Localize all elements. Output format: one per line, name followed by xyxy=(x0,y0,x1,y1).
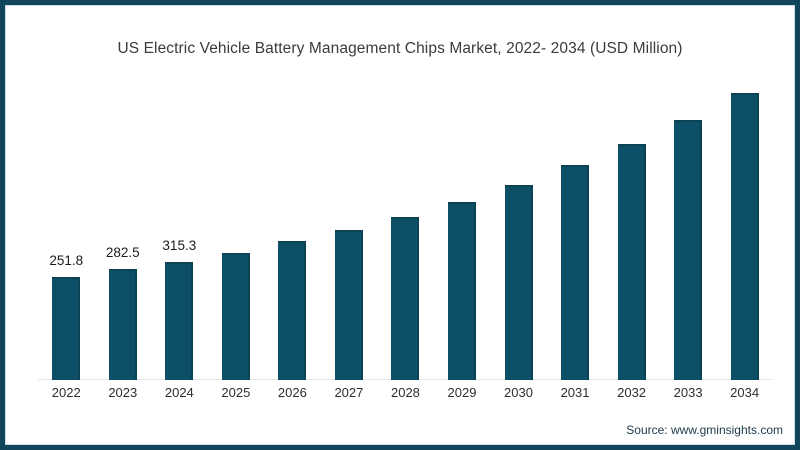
bar-2028 xyxy=(391,217,420,380)
bar-column: 2026 xyxy=(264,65,321,405)
bar-series: 251.8 2022 282.5 2023 315.3 2024 2025 2026 2027 2… xyxy=(38,65,773,405)
x-axis-tick-label: 2030 xyxy=(504,385,533,400)
bar-column: 2025 xyxy=(208,65,265,405)
bar-column: 315.3 2024 xyxy=(151,65,208,405)
bar-2032 xyxy=(617,144,646,380)
bar-column: 2029 xyxy=(434,65,491,405)
x-axis-tick-label: 2023 xyxy=(108,385,138,400)
chart-title: US Electric Vehicle Battery Management C… xyxy=(117,40,683,57)
bar-2023 xyxy=(108,269,137,380)
bar-value-label: 282.5 xyxy=(105,245,140,260)
bar-column: 2032 xyxy=(603,65,660,405)
x-axis-tick-label: 2034 xyxy=(730,385,760,400)
bar-2022 xyxy=(52,277,81,380)
plot-area: 251.8 2022 282.5 2023 315.3 2024 2025 2026 2027 2… xyxy=(38,65,773,405)
x-axis-tick-label: 2022 xyxy=(51,385,81,400)
bar-2024 xyxy=(165,262,194,380)
bar-column: 2031 xyxy=(547,65,604,405)
x-axis-tick-label: 2029 xyxy=(447,385,477,400)
bar-2031 xyxy=(561,165,590,380)
bar-2030 xyxy=(504,185,533,380)
bar-column: 2030 xyxy=(490,65,547,405)
x-axis-tick-label: 2031 xyxy=(560,385,590,400)
x-axis-tick-label: 2025 xyxy=(221,385,251,400)
bar-column: 251.8 2022 xyxy=(38,65,95,405)
bar-2026 xyxy=(278,241,307,380)
bar-column: 2028 xyxy=(377,65,434,405)
x-axis-tick-label: 2026 xyxy=(277,385,307,400)
x-axis-tick-label: 2032 xyxy=(617,385,647,400)
x-axis-tick-label: 2033 xyxy=(673,385,703,400)
x-axis-tick-label: 2028 xyxy=(390,385,420,400)
bar-2027 xyxy=(334,230,363,380)
bar-value-label: 315.3 xyxy=(162,238,197,253)
bar-value-label: 251.8 xyxy=(49,253,84,268)
x-axis-tick-label: 2024 xyxy=(164,385,194,400)
bar-2033 xyxy=(674,120,703,380)
bar-2025 xyxy=(221,253,250,380)
bar-2034 xyxy=(730,93,759,380)
bar-column: 2033 xyxy=(660,65,717,405)
bar-column: 282.5 2023 xyxy=(95,65,152,405)
bar-2029 xyxy=(447,202,476,380)
bar-column: 2034 xyxy=(716,65,773,405)
bar-column: 2027 xyxy=(321,65,378,405)
x-axis-tick-label: 2027 xyxy=(334,385,364,400)
source-attribution: Source: www.gminsights.com xyxy=(626,423,783,437)
